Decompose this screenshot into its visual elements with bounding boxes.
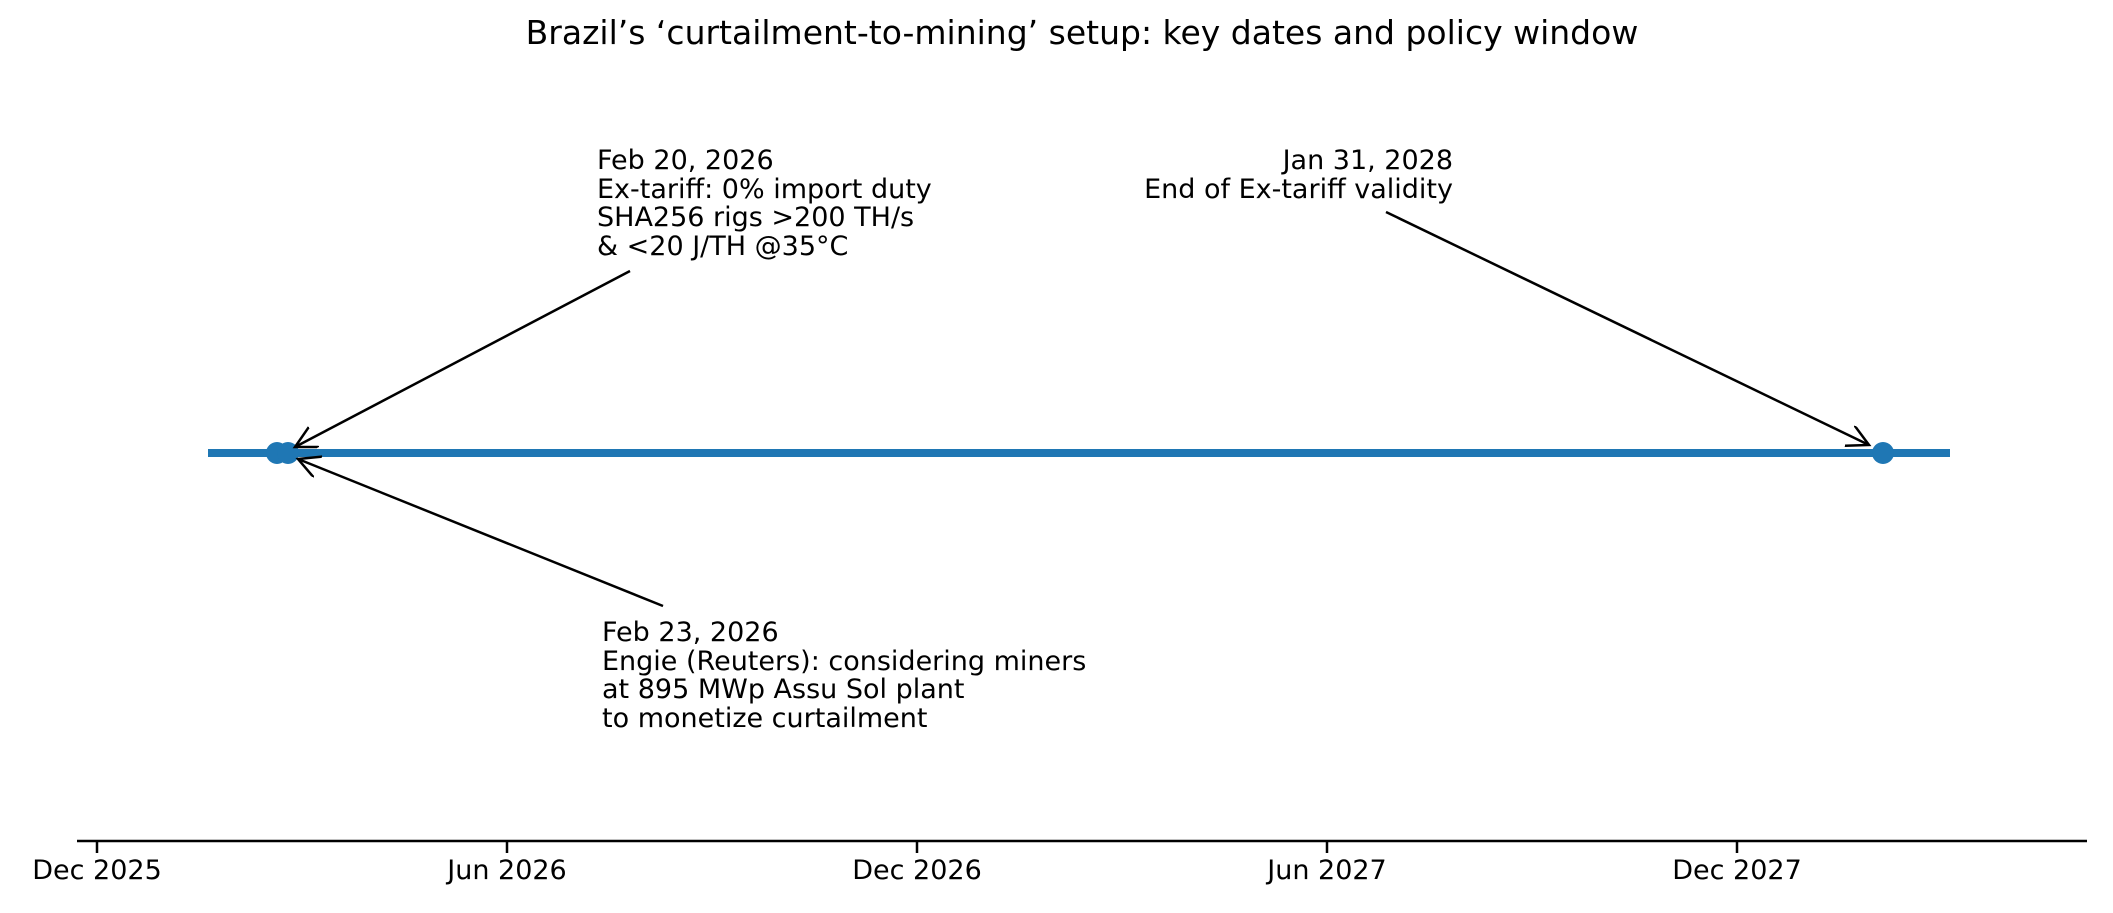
arrow-ex-tariff-end: [1385, 210, 1869, 445]
arrow-ex-tariff-start: [295, 269, 631, 447]
annotation-label: Ex-tariff: 0% import duty SHA256 rigs >2…: [597, 173, 932, 262]
annotation-date: Jan 31, 2028: [1282, 145, 1453, 176]
annotation-label: Engie (Reuters): considering miners at 8…: [602, 645, 1087, 734]
annotation-date: Feb 20, 2026: [597, 145, 774, 176]
annotation-ex-tariff-start: Feb 20, 2026 Ex-tariff: 0% import duty S…: [597, 145, 932, 262]
arrow-engie-news: [298, 459, 664, 608]
annotation-engie-news: Feb 23, 2026 Engie (Reuters): considerin…: [602, 617, 1087, 734]
x-tick-label-dec-2025: Dec 2025: [32, 855, 162, 886]
annotation-ex-tariff-end: Jan 31, 2028 End of Ex-tariff validity: [1144, 145, 1453, 205]
x-tick-label-dec-2026: Dec 2026: [852, 855, 982, 886]
x-tick-label-jun-2026: Jun 2026: [447, 855, 567, 886]
event-marker-jan31-2028: [1872, 442, 1894, 464]
x-tick-label-dec-2027: Dec 2027: [1672, 855, 1802, 886]
annotation-label: End of Ex-tariff validity: [1144, 173, 1453, 205]
chart-title: Brazil’s ‘curtailment-to-mining’ setup: …: [525, 13, 1639, 52]
annotation-date: Feb 23, 2026: [602, 617, 779, 648]
x-tick-label-jun-2027: Jun 2027: [1267, 855, 1387, 886]
